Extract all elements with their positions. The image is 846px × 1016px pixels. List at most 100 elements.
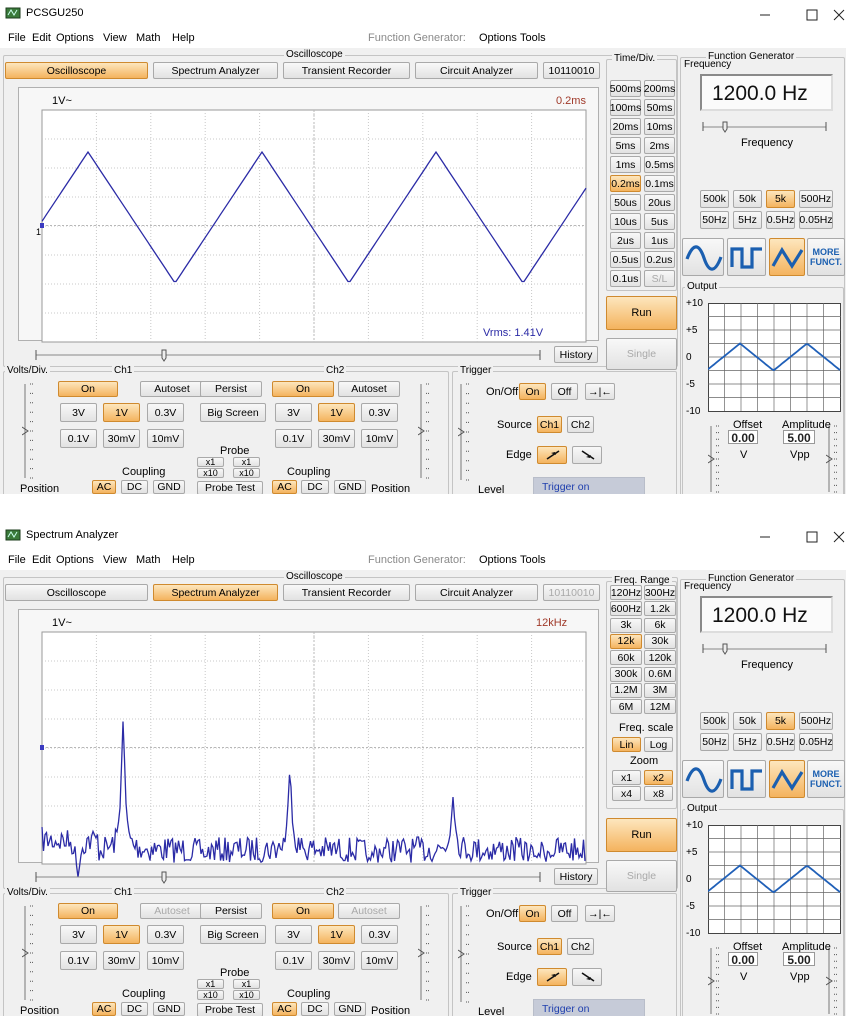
trigger-edge[interactable]: [537, 968, 567, 986]
wave-button[interactable]: [727, 238, 766, 276]
trigger-source[interactable]: Ch2: [567, 938, 594, 955]
timebase-button[interactable]: 0.1us: [610, 270, 641, 287]
freq-range-button[interactable]: 60k: [610, 650, 642, 666]
ch1-coupling[interactable]: GND: [153, 480, 185, 494]
persist-button[interactable]: Persist: [200, 381, 262, 397]
more-functions[interactable]: MORE FUNCT.: [807, 238, 845, 276]
timebase-button[interactable]: 0.2us: [644, 251, 675, 268]
generator-range[interactable]: 50Hz: [700, 211, 729, 229]
ch1-coupling[interactable]: DC: [121, 480, 148, 494]
ch2-range[interactable]: 0.1V: [275, 951, 312, 970]
probe-button[interactable]: x1: [233, 457, 260, 467]
freq-range-button[interactable]: 300Hz: [644, 585, 676, 600]
ch2-autoset[interactable]: Autoset: [338, 381, 400, 397]
ch2-range[interactable]: 10mV: [361, 951, 398, 970]
ch1-range[interactable]: 3V: [60, 403, 97, 422]
generator-range[interactable]: 5k: [766, 712, 795, 730]
ch2-on[interactable]: On: [272, 903, 334, 919]
tab[interactable]: Spectrum Analyzer: [153, 62, 278, 79]
freq-range-button[interactable]: 1.2k: [644, 601, 676, 617]
ch1-coupling[interactable]: AC: [92, 1002, 116, 1016]
ch1-autoset[interactable]: Autoset: [140, 381, 204, 397]
freq-range-button[interactable]: 6k: [644, 617, 676, 633]
freq-range-button[interactable]: 3M: [644, 682, 676, 698]
ch1-range[interactable]: 10mV: [147, 951, 184, 970]
persist-button[interactable]: Persist: [200, 903, 262, 919]
ch1-range[interactable]: 0.1V: [60, 429, 97, 448]
zoom-button[interactable]: x4: [612, 786, 641, 801]
timebase-button[interactable]: 50us: [610, 194, 641, 211]
timebase-button[interactable]: 0.2ms: [610, 175, 641, 192]
freq-range-button[interactable]: 30k: [644, 633, 676, 649]
generator-range[interactable]: 5Hz: [733, 211, 762, 229]
wave-button[interactable]: [769, 238, 805, 276]
ch2-range[interactable]: 0.1V: [275, 429, 312, 448]
menu-item[interactable]: Tools: [520, 554, 546, 566]
probe-button[interactable]: x10: [197, 468, 224, 478]
ch2-range[interactable]: 1V: [318, 403, 355, 422]
generator-range[interactable]: 0.5Hz: [766, 733, 795, 751]
generator-range[interactable]: 50k: [733, 190, 762, 208]
timebase-button[interactable]: 0.1ms: [644, 175, 675, 192]
timebase-button[interactable]: 1us: [644, 232, 675, 249]
timebase-button[interactable]: 2ms: [644, 137, 675, 154]
ch2-on[interactable]: On: [272, 381, 334, 397]
tab[interactable]: 10110010: [543, 62, 600, 79]
generator-range[interactable]: 0.5Hz: [766, 211, 795, 229]
timebase-button[interactable]: 20ms: [610, 118, 641, 135]
trigger-edge[interactable]: [572, 968, 602, 986]
trigger-on[interactable]: On: [519, 383, 546, 400]
timebase-button[interactable]: 5us: [644, 213, 675, 230]
freq-range-button[interactable]: 120Hz: [610, 585, 642, 600]
trigger-source[interactable]: Ch1: [537, 938, 562, 955]
tab[interactable]: Spectrum Analyzer: [153, 584, 278, 601]
ch2-coupling[interactable]: GND: [334, 480, 366, 494]
timebase-button[interactable]: S/L: [644, 270, 675, 287]
ch1-coupling[interactable]: DC: [121, 1002, 148, 1016]
probe-button[interactable]: x1: [233, 979, 260, 989]
ch1-range[interactable]: 1V: [103, 925, 140, 944]
ch1-coupling[interactable]: GND: [153, 1002, 185, 1016]
generator-range[interactable]: 500Hz: [799, 712, 833, 730]
ch2-range[interactable]: 1V: [318, 925, 355, 944]
ch1-range[interactable]: 30mV: [103, 429, 140, 448]
menu-item[interactable]: View: [103, 554, 127, 566]
wave-button[interactable]: [682, 760, 724, 798]
menu-item[interactable]: Help: [172, 554, 195, 566]
freq-range-button[interactable]: 12k: [610, 633, 642, 649]
freq-range-button[interactable]: 6M: [610, 699, 642, 715]
single-button[interactable]: Single: [606, 860, 677, 892]
generator-range[interactable]: 5k: [766, 190, 795, 208]
menu-item[interactable]: Options: [56, 32, 94, 44]
tab[interactable]: 10110010: [543, 584, 600, 601]
generator-range[interactable]: 0.05Hz: [799, 211, 833, 229]
ch1-range[interactable]: 30mV: [103, 951, 140, 970]
tab[interactable]: Transient Recorder: [283, 62, 410, 79]
menu-item[interactable]: File: [8, 32, 26, 44]
timebase-button[interactable]: 50ms: [644, 99, 675, 116]
freq-range-button[interactable]: 0.6M: [644, 666, 676, 682]
menu-item[interactable]: View: [103, 32, 127, 44]
ch2-coupling[interactable]: DC: [301, 480, 329, 494]
ch2-range[interactable]: 3V: [275, 925, 312, 944]
ch2-range[interactable]: 10mV: [361, 429, 398, 448]
trigger-off[interactable]: Off: [551, 905, 578, 922]
zoom-button[interactable]: x2: [644, 770, 673, 785]
probe-button[interactable]: x1: [197, 979, 224, 989]
freq-scale-button[interactable]: Lin: [612, 737, 641, 752]
trigger-source[interactable]: Ch2: [567, 416, 594, 433]
probe-test-button[interactable]: Probe Test: [197, 1003, 263, 1016]
trigger-edge[interactable]: [572, 446, 602, 464]
probe-button[interactable]: x10: [197, 990, 224, 1000]
timebase-button[interactable]: 200ms: [644, 80, 675, 97]
trigger-edge[interactable]: [537, 446, 567, 464]
tab[interactable]: Transient Recorder: [283, 584, 410, 601]
menu-item[interactable]: Options: [479, 554, 517, 566]
tab[interactable]: Oscilloscope: [5, 62, 148, 79]
timebase-button[interactable]: 5ms: [610, 137, 641, 154]
ch1-range[interactable]: 0.3V: [147, 403, 184, 422]
menu-item[interactable]: Options: [479, 32, 517, 44]
timebase-button[interactable]: 20us: [644, 194, 675, 211]
timebase-button[interactable]: 0.5ms: [644, 156, 675, 173]
ch2-range[interactable]: 0.3V: [361, 925, 398, 944]
